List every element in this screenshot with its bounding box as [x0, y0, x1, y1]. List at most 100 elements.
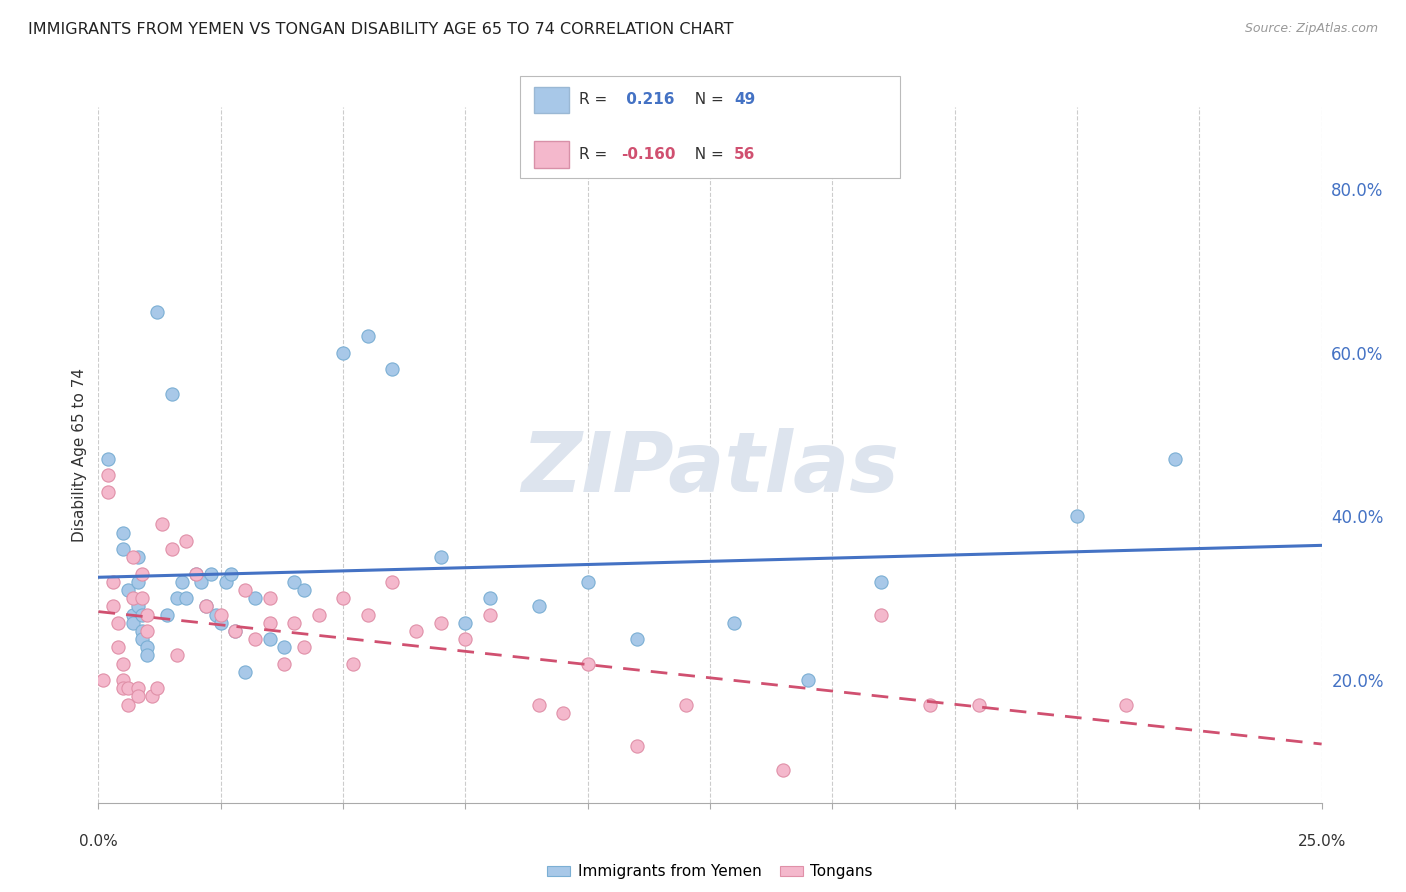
- Point: [723, 615, 745, 630]
- Point: [186, 566, 208, 581]
- Point: [797, 673, 820, 687]
- Point: [136, 640, 159, 655]
- Point: [219, 566, 242, 581]
- Text: 0.0%: 0.0%: [79, 834, 118, 849]
- Point: [356, 329, 378, 343]
- Point: [454, 632, 477, 646]
- Point: [121, 615, 143, 630]
- Point: [527, 599, 550, 614]
- Point: [91, 673, 114, 687]
- Point: [527, 698, 550, 712]
- Point: [200, 566, 222, 581]
- Text: Source: ZipAtlas.com: Source: ZipAtlas.com: [1244, 22, 1378, 36]
- Point: [160, 386, 183, 401]
- Point: [920, 698, 942, 712]
- Point: [576, 574, 599, 589]
- Text: N =: N =: [685, 147, 728, 161]
- Text: 25.0%: 25.0%: [1298, 834, 1346, 849]
- Point: [97, 484, 120, 499]
- Point: [381, 574, 404, 589]
- Point: [259, 632, 281, 646]
- Point: [283, 615, 305, 630]
- Point: [332, 345, 354, 359]
- Point: [224, 624, 246, 638]
- Point: [214, 574, 236, 589]
- Point: [150, 517, 173, 532]
- Point: [170, 574, 193, 589]
- Point: [190, 574, 212, 589]
- Point: [243, 591, 266, 606]
- Legend: Immigrants from Yemen, Tongans: Immigrants from Yemen, Tongans: [541, 858, 879, 886]
- Point: [576, 657, 599, 671]
- Point: [186, 566, 208, 581]
- Point: [97, 468, 120, 483]
- Point: [626, 739, 648, 753]
- Point: [117, 582, 139, 597]
- Point: [233, 582, 256, 597]
- Point: [136, 624, 159, 638]
- Point: [478, 591, 501, 606]
- Point: [111, 673, 134, 687]
- Text: 56: 56: [734, 147, 755, 161]
- Point: [131, 566, 153, 581]
- Text: N =: N =: [685, 93, 728, 107]
- Point: [101, 599, 124, 614]
- Point: [675, 698, 697, 712]
- Point: [117, 698, 139, 712]
- Point: [156, 607, 179, 622]
- Point: [141, 690, 163, 704]
- Point: [1066, 509, 1088, 524]
- Point: [430, 550, 453, 565]
- Point: [209, 607, 232, 622]
- Point: [308, 607, 330, 622]
- Point: [111, 542, 134, 557]
- Point: [478, 607, 501, 622]
- Point: [292, 582, 315, 597]
- Text: ZIPatlas: ZIPatlas: [522, 428, 898, 509]
- Point: [136, 648, 159, 663]
- Point: [332, 591, 354, 606]
- Point: [121, 607, 143, 622]
- Point: [283, 574, 305, 589]
- Point: [1164, 452, 1187, 467]
- Point: [146, 304, 169, 318]
- Point: [209, 615, 232, 630]
- Point: [146, 681, 169, 696]
- Point: [117, 681, 139, 696]
- Point: [101, 574, 124, 589]
- Point: [111, 525, 134, 540]
- Point: [111, 657, 134, 671]
- Point: [107, 615, 129, 630]
- Point: [259, 615, 281, 630]
- Point: [136, 607, 159, 622]
- Text: IMMIGRANTS FROM YEMEN VS TONGAN DISABILITY AGE 65 TO 74 CORRELATION CHART: IMMIGRANTS FROM YEMEN VS TONGAN DISABILI…: [28, 22, 734, 37]
- Point: [870, 574, 893, 589]
- Text: R =: R =: [579, 93, 613, 107]
- Point: [870, 607, 893, 622]
- Point: [131, 591, 153, 606]
- Point: [127, 550, 149, 565]
- Point: [127, 690, 149, 704]
- Point: [121, 550, 143, 565]
- Text: R =: R =: [579, 147, 613, 161]
- Point: [967, 698, 990, 712]
- Text: 0.216: 0.216: [621, 93, 675, 107]
- Point: [127, 599, 149, 614]
- Text: -0.160: -0.160: [621, 147, 676, 161]
- Point: [273, 657, 295, 671]
- Point: [430, 615, 453, 630]
- Point: [342, 657, 364, 671]
- Point: [131, 624, 153, 638]
- Point: [107, 640, 129, 655]
- Point: [259, 591, 281, 606]
- Point: [381, 362, 404, 376]
- Point: [772, 763, 794, 777]
- Point: [97, 452, 120, 467]
- Point: [454, 615, 477, 630]
- Point: [127, 574, 149, 589]
- Point: [626, 632, 648, 646]
- Point: [195, 599, 218, 614]
- Point: [405, 624, 427, 638]
- Text: 49: 49: [734, 93, 755, 107]
- Point: [131, 607, 153, 622]
